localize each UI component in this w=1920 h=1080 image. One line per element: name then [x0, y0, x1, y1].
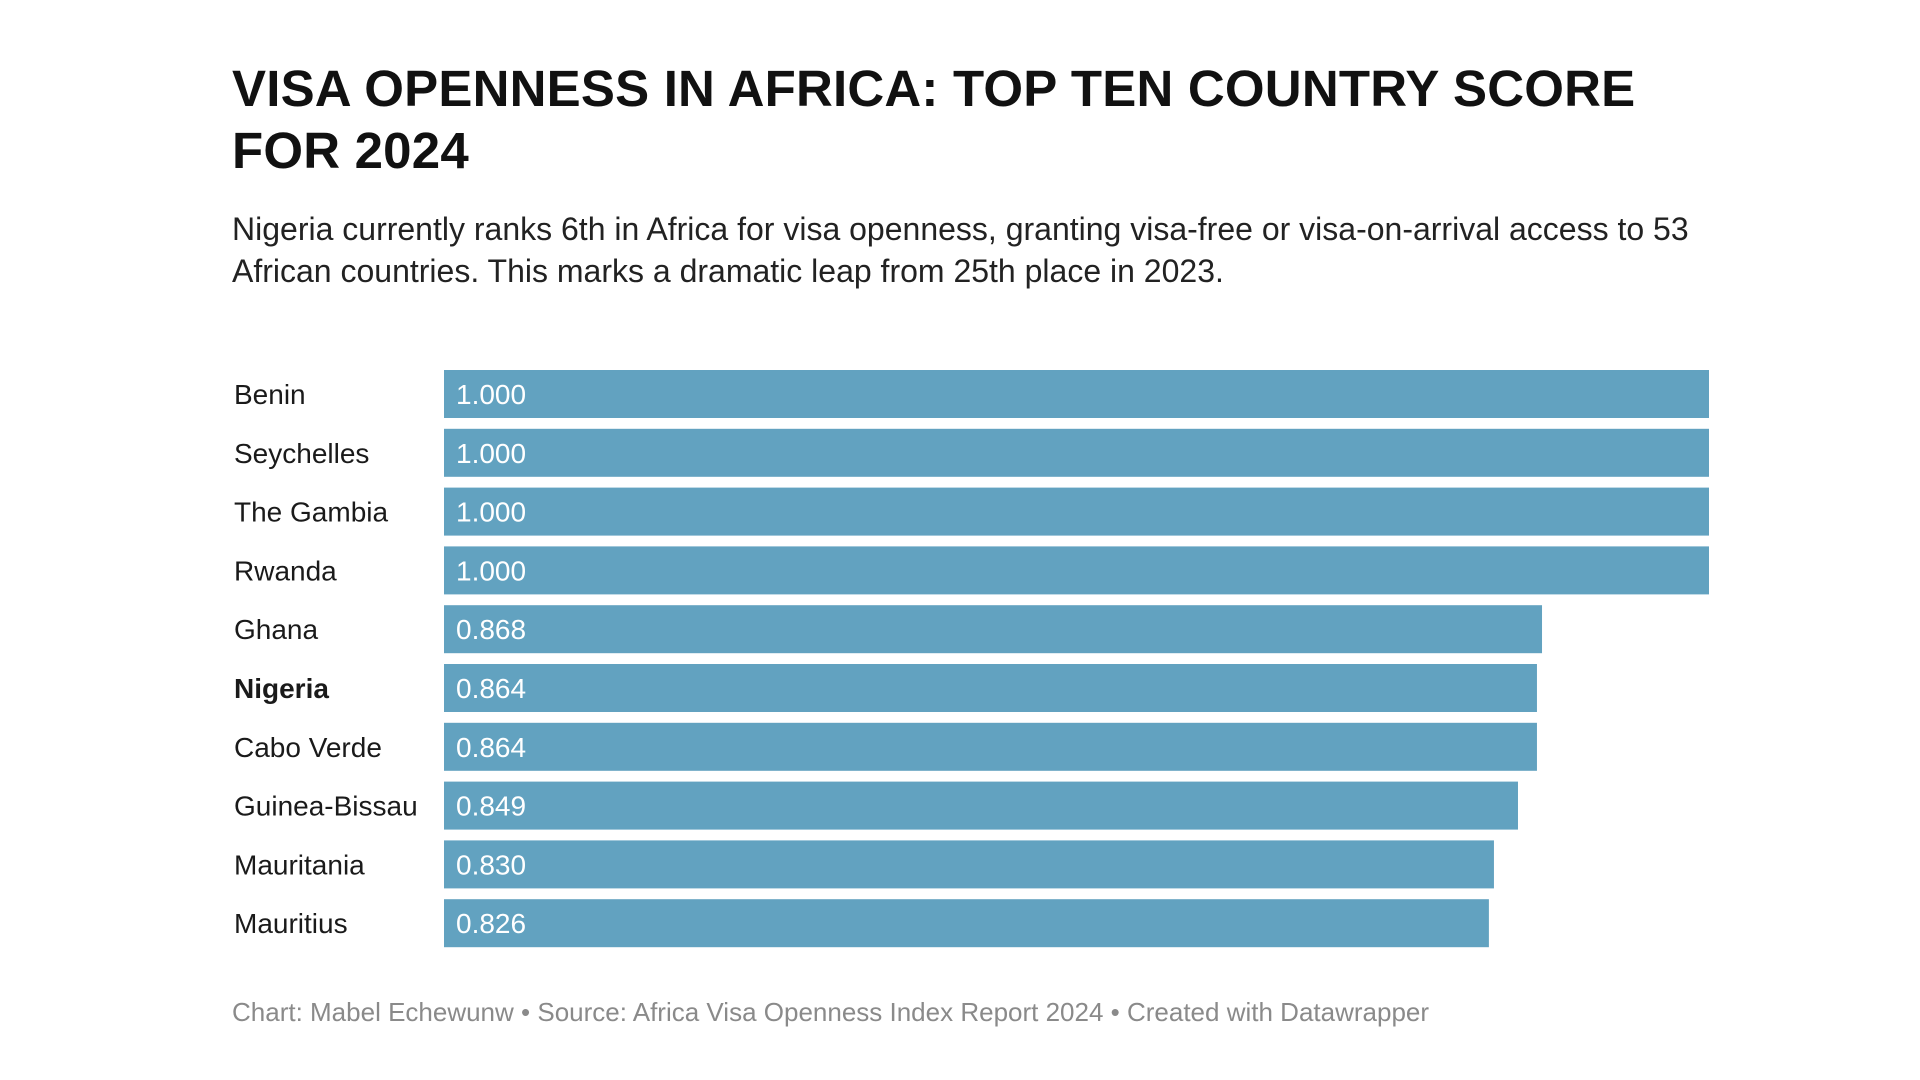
chart-title: VISA OPENNESS IN AFRICA: TOP TEN COUNTRY… [232, 60, 1636, 179]
value-label: 0.864 [456, 673, 526, 704]
bar-row-benin: Benin 1.000 [234, 370, 1709, 418]
bar [444, 428, 1709, 477]
bar-row-ghana: Ghana 0.868 [234, 605, 1543, 654]
category-label: Cabo Verde [234, 732, 382, 763]
value-label: 0.830 [456, 849, 526, 880]
bar-row-mauritius: Mauritius 0.826 [234, 899, 1489, 948]
bar-row-nigeria: Nigeria 0.864 [234, 664, 1537, 712]
value-label: 0.826 [456, 908, 526, 939]
category-label: Mauritania [234, 849, 365, 880]
value-label: 1.000 [456, 379, 526, 410]
value-label: 0.868 [456, 614, 526, 645]
value-label: 1.000 [456, 438, 526, 469]
bar-row-rwanda: Rwanda 1.000 [234, 546, 1709, 595]
category-label: Nigeria [234, 673, 329, 704]
bar [444, 370, 1709, 418]
bar-chart: Benin 1.000 Seychelles 1.000 The Gambia 1.000… [232, 370, 1712, 954]
chart-footer: Chart: Mabel Echewunw • Source: Africa V… [232, 997, 1430, 1027]
bar [444, 546, 1709, 595]
bar [444, 664, 1537, 712]
chart-subtitle: Nigeria currently ranks 6th in Africa fo… [232, 211, 1689, 289]
value-label: 1.000 [456, 555, 526, 586]
bar [444, 605, 1543, 654]
category-label: Guinea-Bissau [234, 791, 418, 822]
bar-row-cabo-verde: Cabo Verde 0.864 [234, 722, 1537, 771]
value-label: 0.864 [456, 732, 526, 763]
bar-row-the-gambia: The Gambia 1.000 [234, 487, 1709, 536]
bar [444, 781, 1518, 830]
bar-row-mauritania: Mauritania 0.830 [234, 840, 1494, 889]
category-label: Ghana [234, 614, 318, 645]
category-label: Rwanda [234, 555, 337, 586]
bar [444, 899, 1489, 948]
category-label: Benin [234, 379, 306, 410]
bar-row-seychelles: Seychelles 1.000 [234, 428, 1709, 477]
value-label: 0.849 [456, 791, 526, 822]
category-label: Mauritius [234, 908, 348, 939]
bar [444, 722, 1537, 771]
bar-row-guinea-bissau: Guinea-Bissau 0.849 [234, 781, 1518, 830]
category-label: The Gambia [234, 497, 388, 528]
chart-header: VISA OPENNESS IN AFRICA: TOP TEN COUNTRY… [232, 58, 1712, 292]
category-label: Seychelles [234, 438, 369, 469]
bar [444, 487, 1709, 536]
value-label: 1.000 [456, 497, 526, 528]
bar-chart-svg: Benin 1.000 Seychelles 1.000 The Gambia 1.000… [234, 370, 1709, 948]
bar [444, 840, 1494, 889]
